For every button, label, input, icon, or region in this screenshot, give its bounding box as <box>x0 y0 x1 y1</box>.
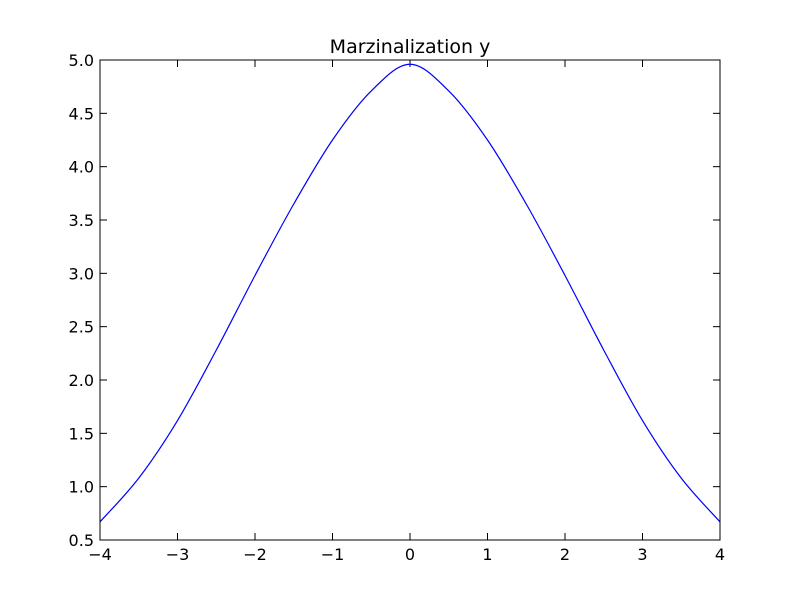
x-tick-label: −3 <box>166 545 190 564</box>
y-tick-label: 3.0 <box>69 264 94 283</box>
x-tick-label: 1 <box>482 545 492 564</box>
y-tick-label: 0.5 <box>69 531 94 550</box>
y-tick-label: 1.5 <box>69 424 94 443</box>
y-tick-label: 1.0 <box>69 478 94 497</box>
series-line <box>99 63 721 523</box>
ticks-layer: −4 −3 −2 −1 0 1 2 3 4 0.5 1.0 1.5 2.0 2.5 3.0 3.5 4.0 4.5… <box>69 51 726 564</box>
x-tick-label: −4 <box>88 545 112 564</box>
x-tick-label: 0 <box>405 545 415 564</box>
x-tick-label: 4 <box>715 545 725 564</box>
y-tick-label: 2.0 <box>69 371 94 390</box>
x-tick-label: −1 <box>321 545 345 564</box>
y-tick-label: 4.5 <box>69 104 94 123</box>
plot-frame <box>99 59 721 541</box>
y-tick-label: 4.0 <box>69 158 94 177</box>
chart-title: Marzinalization y <box>330 36 491 58</box>
series-layer <box>99 63 721 523</box>
y-tick-label: 5.0 <box>69 51 94 70</box>
x-tick-label: 2 <box>560 545 570 564</box>
y-tick-label: 2.5 <box>69 318 94 337</box>
x-tick-label: 3 <box>637 545 647 564</box>
x-tick-label: −2 <box>243 545 267 564</box>
y-tick-label: 3.5 <box>69 211 94 230</box>
